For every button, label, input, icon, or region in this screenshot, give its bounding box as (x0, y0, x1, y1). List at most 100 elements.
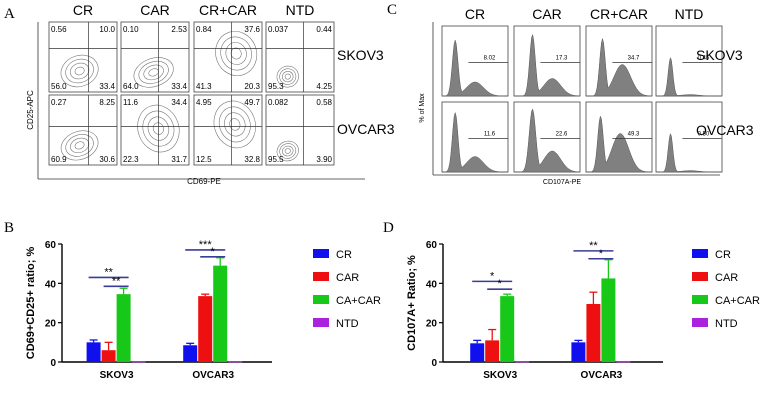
panel-b-ylabel: CD69+CD25+ ratio; % (25, 247, 37, 360)
contour-line (276, 140, 299, 162)
quadrant-value-ul: 4.95 (196, 98, 212, 107)
gate-value: 22.6 (556, 131, 568, 137)
bar-ca-car (116, 294, 131, 362)
panel-c-ylabel: % of Max (419, 93, 426, 123)
quadrant-value-ur: 0.58 (316, 98, 332, 107)
histogram-peak (442, 39, 508, 97)
quadrant-value-ll: 22.3 (123, 155, 139, 164)
gate-value: 0.45 (698, 55, 710, 61)
contour-line (282, 71, 294, 83)
panel-a-ylabel: CD25-APC (26, 90, 35, 130)
quadrant-value-ur: 10.0 (99, 25, 115, 34)
x-category-label: SKOV3 (483, 370, 517, 381)
contour-line (65, 134, 94, 157)
panel-c-col-header: NTD (675, 6, 704, 22)
legend-swatch (313, 272, 329, 281)
histogram-peak (586, 38, 653, 97)
x-category-label: SKOV3 (100, 370, 134, 381)
contour-line (138, 60, 169, 84)
contour-line (279, 143, 297, 159)
bar-ntd (616, 361, 631, 363)
contour-line (213, 100, 256, 149)
legend-label: CR (715, 249, 731, 261)
bar-car (586, 303, 601, 362)
contour-line (60, 54, 99, 88)
gate-value: 49.3 (628, 131, 640, 137)
quadrant-value-ur: 37.6 (244, 25, 260, 34)
panel-a-row-label-skov3: SKOV3 (337, 47, 384, 63)
quadrant-value-ul: 0.10 (123, 25, 139, 34)
legend-label: CA+CAR (336, 295, 381, 307)
quadrant-value-ur: 8.25 (99, 98, 115, 107)
contour-line (215, 31, 258, 76)
contour-line (74, 66, 85, 76)
histogram-peak (656, 56, 722, 97)
y-tick-label: 60 (45, 240, 57, 251)
legend-label: CAR (336, 272, 359, 284)
quadrant-value-ul: 0.082 (268, 98, 289, 107)
bar-ntd (228, 361, 243, 363)
quadrant-value-ul: 0.84 (196, 25, 212, 34)
legend-swatch (313, 295, 329, 304)
quadrant-value-ll: 12.5 (196, 155, 212, 164)
contour-plot-frame (193, 21, 263, 93)
contour-line (284, 73, 291, 80)
quadrant-value-lr: 31.7 (171, 155, 187, 164)
panel-c-col-header: CR (465, 6, 485, 22)
bar-cr (571, 342, 586, 362)
panel-c-grid: CR CAR CR+CAR NTD 8.02 17.3 34.7 0.45 11.6 22.6 49… (441, 6, 723, 173)
quadrant-value-lr: 32.8 (244, 155, 260, 164)
panel-c-xlabel: CD107A-PE (543, 179, 581, 186)
quadrant-value-ll: 41.3 (196, 82, 212, 91)
bar-cr (470, 343, 485, 362)
significance-label: * (211, 246, 216, 258)
bar-cr (183, 345, 198, 362)
quadrant-value-ll: 56.0 (51, 82, 67, 91)
contour-line (276, 65, 299, 88)
bar-car (485, 340, 500, 362)
y-tick-label: 0 (50, 358, 56, 369)
contour-line (218, 106, 251, 143)
panel-c: C % of Max CD107A-PE CR CAR CR+CAR NTD 8.02 1… (387, 2, 754, 186)
panel-c-letter: C (387, 2, 397, 18)
quadrant-value-lr: 33.4 (99, 82, 115, 91)
quadrant-value-lr: 4.25 (316, 82, 332, 91)
x-category-label: OVCAR3 (192, 370, 234, 381)
legend-label: CAR (715, 272, 738, 284)
panel-a-xlabel: CD69-PE (187, 177, 221, 186)
significance-label: * (490, 270, 495, 282)
quadrant-value-ur: 2.53 (171, 25, 187, 34)
contour-line (224, 112, 246, 137)
y-tick-label: 40 (45, 279, 57, 290)
bar-ntd (515, 361, 530, 363)
gate-value: 0.50 (698, 131, 710, 137)
histogram-peak (442, 112, 508, 173)
histogram-peak (514, 33, 581, 97)
legend-swatch (313, 318, 329, 327)
contour-line (229, 118, 241, 131)
quadrant-value-ll: 95.5 (268, 155, 284, 164)
panel-b: B 0 20 40 60 CD69+CD25+ ratio; % SKOV3 OVCAR3 *… (4, 220, 381, 381)
contour-line (225, 42, 247, 65)
bar-cr (86, 342, 101, 362)
contour-plot-frame (193, 94, 263, 166)
panel-a-col-header: CAR (140, 2, 170, 18)
panel-d-letter: D (383, 220, 394, 236)
histogram-peak (514, 108, 581, 173)
histogram-peak (656, 132, 722, 173)
panel-a-row-label-ovcar3: OVCAR3 (337, 121, 395, 137)
contour-line (65, 58, 94, 84)
significance-label: ** (589, 240, 598, 252)
panel-a-letter: A (4, 6, 15, 22)
significance-label: ** (112, 275, 121, 287)
legend-swatch (692, 295, 708, 304)
bar-ca-car (213, 265, 228, 362)
y-tick-label: 20 (426, 319, 438, 330)
contour-line (147, 116, 170, 141)
bar-ntd (131, 361, 146, 363)
quadrant-value-ll: 95.3 (268, 82, 284, 91)
legend-swatch (692, 318, 708, 327)
quadrant-value-ll: 60.9 (51, 155, 67, 164)
